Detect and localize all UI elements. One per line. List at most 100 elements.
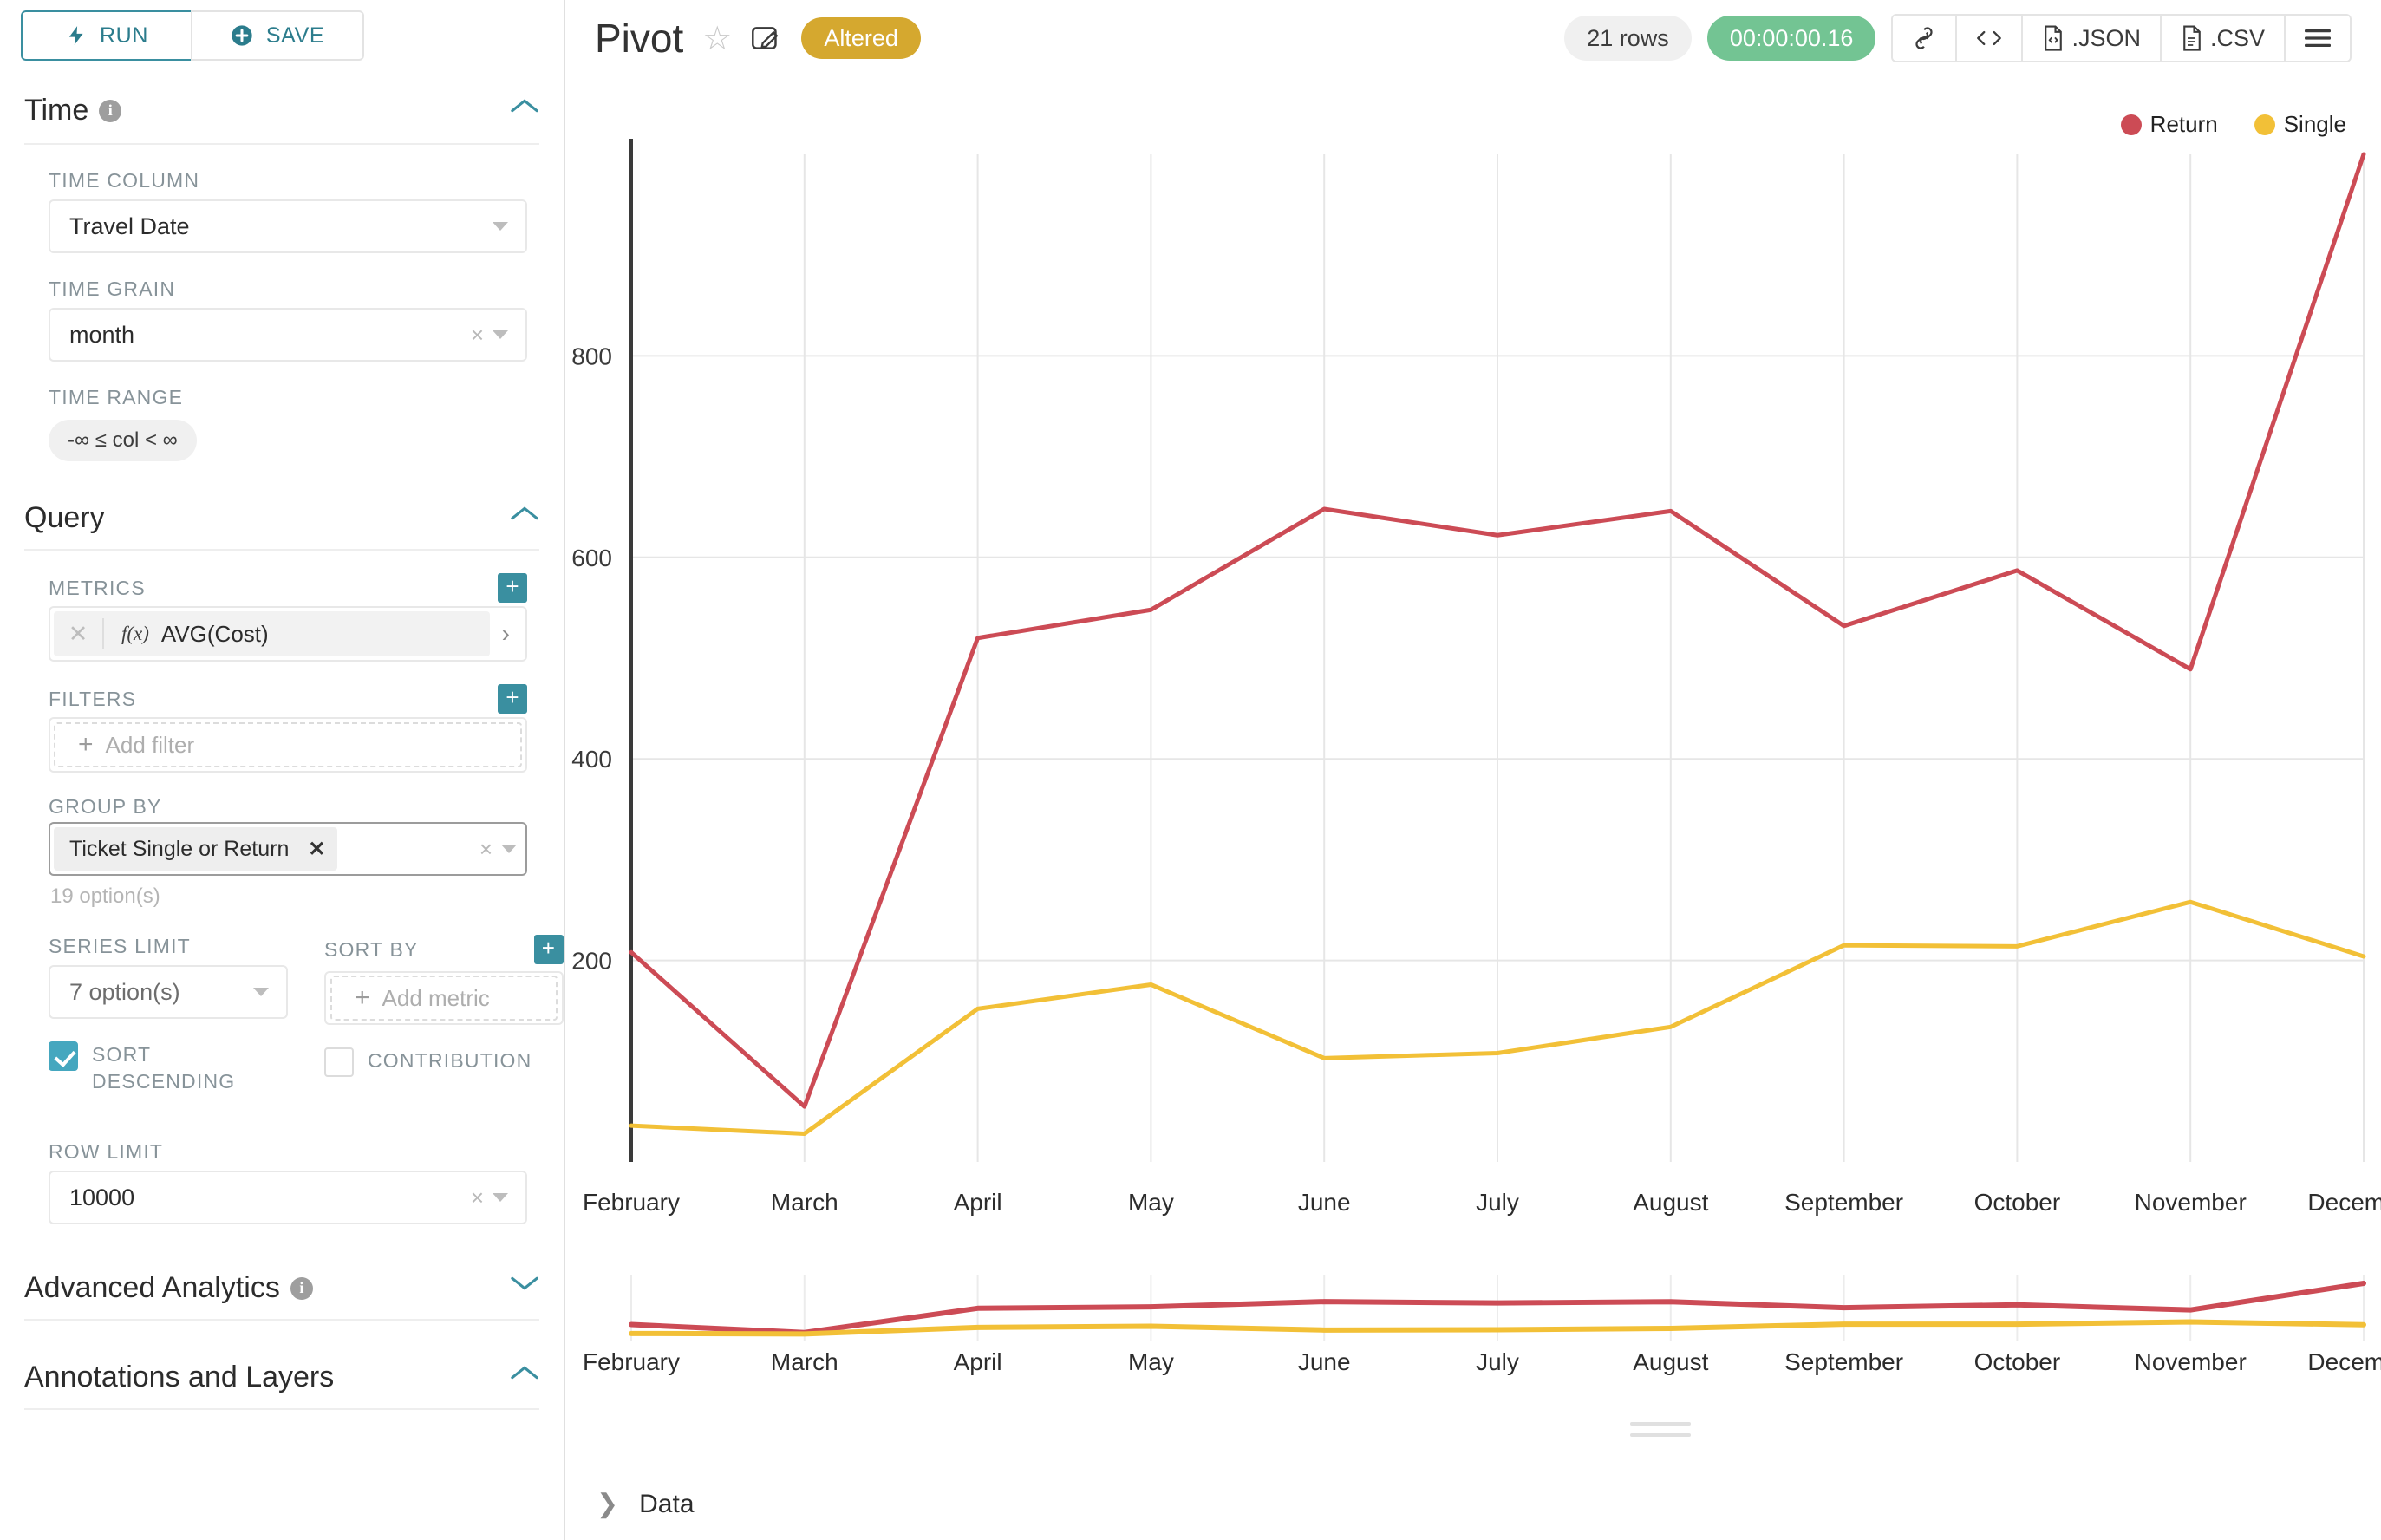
minimap-svg[interactable]: February March April May June July August Septe… bbox=[565, 1275, 2381, 1387]
advanced-analytics-header[interactable]: Advanced Analytics i bbox=[24, 1271, 539, 1321]
minimap-x-tick: December bbox=[2307, 1348, 2381, 1375]
csv-file-icon[interactable]: .CSV bbox=[2161, 16, 2286, 61]
chart-minimap[interactable]: February March April May June July August Septe… bbox=[565, 1275, 2381, 1387]
action-bar: RUN SAVE bbox=[0, 0, 564, 61]
time-section-title: Time bbox=[24, 94, 89, 127]
time-range-label: TIME RANGE bbox=[49, 386, 184, 408]
time-grain-value: month bbox=[69, 321, 135, 348]
contribution-row[interactable]: CONTRIBUTION bbox=[324, 1047, 564, 1077]
line-chart-svg[interactable]: 200 400 600 800 February March April May June Jul… bbox=[565, 139, 2381, 1301]
add-metric-dropzone[interactable]: + Add metric bbox=[330, 976, 558, 1021]
run-button[interactable]: RUN bbox=[21, 10, 191, 61]
series-line-single[interactable] bbox=[629, 899, 2366, 1136]
group-by-select[interactable]: Ticket Single or Return ✕ × bbox=[49, 822, 527, 876]
group-by-hint: 19 option(s) bbox=[50, 884, 160, 908]
info-icon[interactable]: i bbox=[290, 1276, 313, 1300]
hamburger-menu-icon[interactable] bbox=[2286, 16, 2350, 61]
sort-descending-checkbox[interactable] bbox=[49, 1041, 78, 1071]
x-axis-tick: June bbox=[1298, 1189, 1351, 1216]
chevron-down-icon[interactable] bbox=[501, 845, 517, 853]
line-chart[interactable]: 200 400 600 800 February March April May June Jul… bbox=[565, 139, 2381, 1266]
minimap-x-tick: July bbox=[1476, 1348, 1519, 1375]
y-axis-tick: 800 bbox=[571, 343, 612, 369]
metric-chip[interactable]: ✕ f(x) AVG(Cost) bbox=[54, 611, 490, 656]
edit-pencil-icon[interactable] bbox=[751, 24, 782, 52]
filters-label: FILTERS bbox=[49, 687, 137, 710]
chevron-up-icon[interactable] bbox=[510, 505, 539, 522]
resize-grip[interactable] bbox=[1630, 1422, 1691, 1445]
add-filter-plus-icon[interactable]: + bbox=[498, 684, 527, 714]
chevron-down-icon[interactable] bbox=[493, 1193, 508, 1203]
csv-label: .CSV bbox=[2209, 24, 2265, 51]
clear-icon[interactable]: × bbox=[470, 321, 484, 348]
control-sidebar: RUN SAVE Time i TIME COLUMN Travel Date bbox=[0, 0, 565, 1540]
series-limit-col: SERIES LIMIT 7 option(s) SORT DESCENDING bbox=[49, 935, 288, 1095]
query-duration-badge: 00:00:00.16 bbox=[1706, 16, 1876, 61]
group-by-tag[interactable]: Ticket Single or Return ✕ bbox=[54, 827, 338, 871]
annotations-header[interactable]: Annotations and Layers bbox=[24, 1361, 539, 1411]
add-sort-metric-plus-icon[interactable]: + bbox=[534, 935, 564, 964]
legend-item-return[interactable]: Return bbox=[2120, 111, 2218, 138]
query-section-title: Query bbox=[24, 501, 105, 534]
star-icon[interactable]: ☆ bbox=[702, 20, 733, 57]
series-limit-header: SERIES LIMIT bbox=[49, 935, 288, 958]
remove-metric-icon[interactable]: ✕ bbox=[68, 620, 88, 647]
series-line-return[interactable] bbox=[629, 152, 2366, 1109]
time-range-field: TIME RANGE -∞ ≤ col < ∞ bbox=[24, 362, 539, 461]
remove-group-by-icon[interactable]: ✕ bbox=[308, 837, 326, 861]
chevron-up-icon[interactable] bbox=[510, 1364, 539, 1381]
time-section-header[interactable]: Time i bbox=[24, 94, 539, 145]
chevron-down-icon[interactable] bbox=[493, 330, 508, 339]
sort-by-control[interactable]: + Add metric bbox=[324, 971, 564, 1025]
row-limit-label: ROW LIMIT bbox=[49, 1140, 164, 1164]
chevron-down-icon[interactable] bbox=[493, 222, 508, 231]
group-by-label: GROUP BY bbox=[49, 795, 162, 818]
chevron-right-icon[interactable]: › bbox=[501, 620, 510, 647]
plus-icon: + bbox=[78, 730, 94, 759]
json-file-icon[interactable]: .JSON bbox=[2023, 16, 2162, 61]
link-icon[interactable] bbox=[1893, 16, 1958, 61]
data-section-toggle[interactable]: ❯ Data bbox=[565, 1489, 695, 1519]
clear-icon[interactable]: × bbox=[470, 1184, 484, 1210]
time-column-value: Travel Date bbox=[69, 212, 190, 239]
legend-item-single[interactable]: Single bbox=[2254, 111, 2346, 138]
filters-control[interactable]: + Add filter bbox=[49, 717, 527, 773]
minimap-x-tick: September bbox=[1784, 1348, 1903, 1375]
row-count-badge: 21 rows bbox=[1564, 16, 1692, 61]
contribution-checkbox[interactable] bbox=[324, 1047, 354, 1077]
export-button-group: .JSON .CSV bbox=[1891, 14, 2352, 62]
run-button-label: RUN bbox=[100, 23, 148, 48]
group-by-header: GROUP BY bbox=[49, 795, 527, 819]
minimap-x-tick: May bbox=[1128, 1348, 1174, 1375]
x-axis-tick: May bbox=[1128, 1189, 1174, 1216]
minimap-series-return bbox=[629, 1281, 2366, 1335]
clear-icon[interactable]: × bbox=[479, 835, 493, 862]
row-limit-select[interactable]: 10000 × bbox=[49, 1171, 527, 1225]
legend-swatch-return bbox=[2120, 114, 2142, 135]
code-icon[interactable] bbox=[1957, 16, 2024, 61]
time-column-select[interactable]: Travel Date bbox=[49, 199, 527, 253]
x-axis-tick: August bbox=[1633, 1189, 1708, 1216]
metrics-control[interactable]: ✕ f(x) AVG(Cost) › bbox=[49, 606, 527, 662]
chevron-right-icon[interactable]: ❯ bbox=[597, 1490, 619, 1518]
chart-panel: Pivot ☆ Altered 21 rows 00:00:00.16 bbox=[565, 0, 2381, 1540]
save-button[interactable]: SAVE bbox=[191, 10, 364, 61]
add-metric-plus-icon[interactable]: + bbox=[498, 573, 527, 603]
data-section-label: Data bbox=[639, 1489, 695, 1518]
add-filter-dropzone[interactable]: + Add filter bbox=[54, 722, 522, 767]
time-grain-select[interactable]: month × bbox=[49, 308, 527, 362]
chevron-down-icon[interactable] bbox=[253, 988, 269, 996]
bolt-icon bbox=[65, 23, 88, 49]
legend-label-single: Single bbox=[2283, 111, 2346, 137]
info-icon[interactable]: i bbox=[99, 99, 122, 122]
chevron-down-icon[interactable] bbox=[510, 1275, 539, 1292]
minimap-x-tick: October bbox=[1974, 1348, 2061, 1375]
save-button-label: SAVE bbox=[265, 23, 325, 48]
minimap-x-tick: April bbox=[954, 1348, 1002, 1375]
chevron-up-icon[interactable] bbox=[510, 97, 539, 114]
series-limit-select[interactable]: 7 option(s) bbox=[49, 965, 288, 1019]
chart-header-actions: 21 rows 00:00:00.16 bbox=[1564, 14, 2352, 62]
time-range-value[interactable]: -∞ ≤ col < ∞ bbox=[49, 420, 197, 461]
query-section-header[interactable]: Query bbox=[24, 501, 539, 551]
sort-descending-row[interactable]: SORT DESCENDING bbox=[49, 1041, 288, 1095]
